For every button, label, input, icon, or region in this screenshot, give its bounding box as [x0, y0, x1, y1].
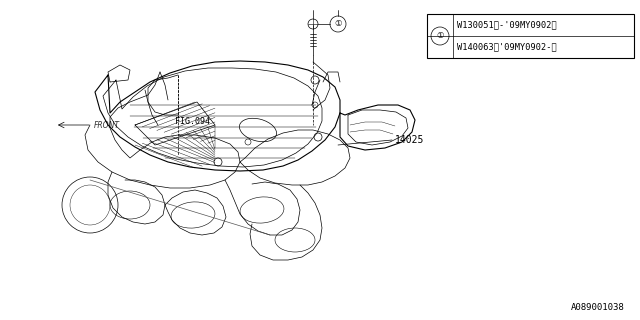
Text: W130051（-'09MY0902）: W130051（-'09MY0902） — [457, 20, 557, 29]
Text: FRONT: FRONT — [94, 121, 120, 130]
Text: W140063（'09MY0902-）: W140063（'09MY0902-） — [457, 43, 557, 52]
Text: A089001038: A089001038 — [572, 303, 625, 312]
Text: FIG.094: FIG.094 — [175, 117, 210, 126]
Text: ①: ① — [436, 31, 444, 41]
Text: 14025: 14025 — [395, 135, 424, 145]
Text: ①: ① — [334, 20, 342, 28]
Bar — [427, 14, 634, 58]
